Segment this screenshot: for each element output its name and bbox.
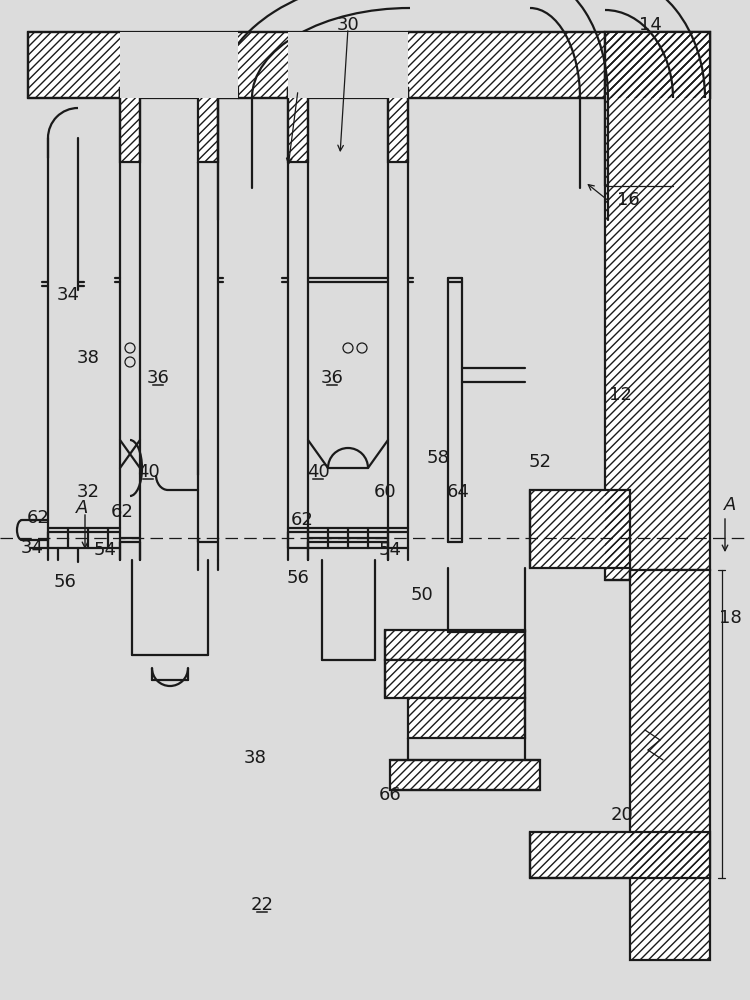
Polygon shape bbox=[288, 88, 308, 162]
Text: 66: 66 bbox=[379, 786, 401, 804]
Text: 54: 54 bbox=[379, 541, 401, 559]
Polygon shape bbox=[530, 832, 710, 878]
Text: 36: 36 bbox=[320, 369, 344, 387]
Polygon shape bbox=[198, 88, 218, 162]
Polygon shape bbox=[530, 490, 630, 568]
Text: 62: 62 bbox=[290, 511, 314, 529]
Text: 56: 56 bbox=[286, 569, 310, 587]
Text: 56: 56 bbox=[53, 573, 76, 591]
Polygon shape bbox=[605, 32, 710, 580]
Text: 62: 62 bbox=[110, 503, 134, 521]
Text: 34: 34 bbox=[56, 286, 80, 304]
Polygon shape bbox=[385, 630, 525, 660]
Text: 52: 52 bbox=[529, 453, 551, 471]
Text: 64: 64 bbox=[446, 483, 470, 501]
Text: 38: 38 bbox=[244, 749, 266, 767]
Polygon shape bbox=[630, 570, 710, 960]
Text: 14: 14 bbox=[638, 16, 662, 34]
Text: 40: 40 bbox=[307, 463, 329, 481]
Text: 32: 32 bbox=[76, 483, 100, 501]
Text: 30: 30 bbox=[337, 16, 359, 34]
Polygon shape bbox=[390, 760, 540, 790]
Polygon shape bbox=[388, 88, 408, 98]
Text: A: A bbox=[724, 496, 736, 514]
Text: 36: 36 bbox=[146, 369, 170, 387]
Polygon shape bbox=[218, 88, 238, 98]
Text: 62: 62 bbox=[26, 509, 50, 527]
Polygon shape bbox=[385, 660, 525, 698]
Text: 16: 16 bbox=[616, 191, 639, 209]
Text: 58: 58 bbox=[427, 449, 449, 467]
Polygon shape bbox=[408, 698, 525, 738]
Polygon shape bbox=[120, 88, 140, 162]
Text: 18: 18 bbox=[718, 609, 741, 627]
Polygon shape bbox=[605, 32, 710, 98]
Polygon shape bbox=[288, 32, 408, 98]
Polygon shape bbox=[120, 88, 140, 98]
Polygon shape bbox=[28, 32, 710, 98]
Text: 38: 38 bbox=[76, 349, 100, 367]
Text: 34: 34 bbox=[20, 539, 44, 557]
Text: 40: 40 bbox=[136, 463, 159, 481]
Text: 60: 60 bbox=[374, 483, 396, 501]
Text: 54: 54 bbox=[94, 541, 116, 559]
Polygon shape bbox=[288, 88, 308, 98]
Text: 50: 50 bbox=[411, 586, 434, 604]
Polygon shape bbox=[120, 32, 238, 98]
Text: 22: 22 bbox=[251, 896, 274, 914]
Text: A: A bbox=[76, 499, 88, 517]
Text: 20: 20 bbox=[610, 806, 633, 824]
Polygon shape bbox=[388, 88, 408, 162]
Text: 12: 12 bbox=[608, 386, 631, 404]
